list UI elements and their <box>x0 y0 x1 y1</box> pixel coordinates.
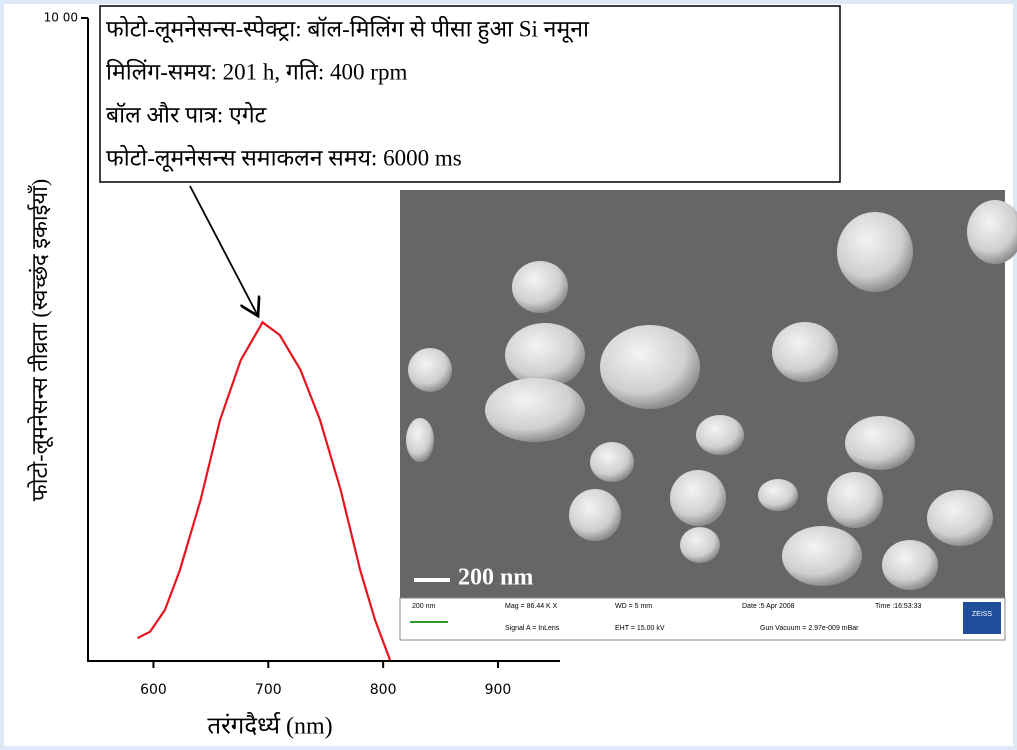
x-tick-label: 900 <box>485 682 512 698</box>
x-tick-label: 700 <box>255 682 282 698</box>
particle <box>569 489 621 541</box>
info-text: WD = 5 mm <box>615 603 652 610</box>
info-text: Gun Vacuum = 2.97e-009 mBar <box>760 625 859 632</box>
x-tick-label: 800 <box>370 682 397 698</box>
particle <box>680 527 720 563</box>
particle <box>782 526 862 586</box>
annotation-line: फोटो-लूमनेसन्स समाकलन समय: 6000 ms <box>106 144 462 172</box>
annotation-line: बॉल और पात्र: एगेट <box>106 101 267 127</box>
info-text: 200 nm <box>412 603 436 610</box>
annotation-line: मिलिंग-समय: 201 h, गति: 400 rpm <box>106 58 407 84</box>
particle <box>485 378 585 442</box>
particle <box>837 212 913 292</box>
x-axis-label: तरंगदैर्ध्य (nm) <box>207 712 332 740</box>
info-text: Signal A = InLens <box>505 625 560 632</box>
scale-label: 200 nm <box>458 565 533 591</box>
particle <box>758 479 798 511</box>
particle <box>505 323 585 387</box>
particle <box>590 442 634 482</box>
y-tick-label: 10 00 <box>44 11 78 25</box>
y-axis-label: फोटो-लूमनेसन्स तीव्रता (स्वच्छंद इकाईयाँ… <box>27 179 54 501</box>
logo <box>963 602 1001 634</box>
chart: तरंगदैर्ध्य (nm) फोटो-लूमनेसन्स तीव्रता … <box>0 0 1017 750</box>
particle <box>927 490 993 546</box>
particle <box>670 470 726 526</box>
particle <box>882 540 938 590</box>
info-text: EHT = 15.00 kV <box>615 625 665 632</box>
info-text: Date :5 Apr 2008 <box>742 603 795 610</box>
particle <box>845 416 915 470</box>
info-text: Time :16:53:33 <box>875 603 922 610</box>
particle <box>406 418 434 462</box>
particle <box>827 472 883 528</box>
particle <box>512 261 568 313</box>
particle <box>408 348 452 392</box>
info-text: Mag = 86.44 K X <box>505 603 558 610</box>
x-tick-label: 600 <box>140 682 167 698</box>
logo-text: ZEISS <box>972 611 993 618</box>
annotation-line: फोटो-लूमनेसन्स-स्पेक्ट्रा: बॉल-मिलिंग से… <box>106 15 590 44</box>
particle <box>600 325 700 409</box>
particle <box>772 322 838 382</box>
particle <box>696 415 744 455</box>
sem-image: 200 nm 200 nm Mag = 86.44 K X Signal A =… <box>400 190 1017 640</box>
